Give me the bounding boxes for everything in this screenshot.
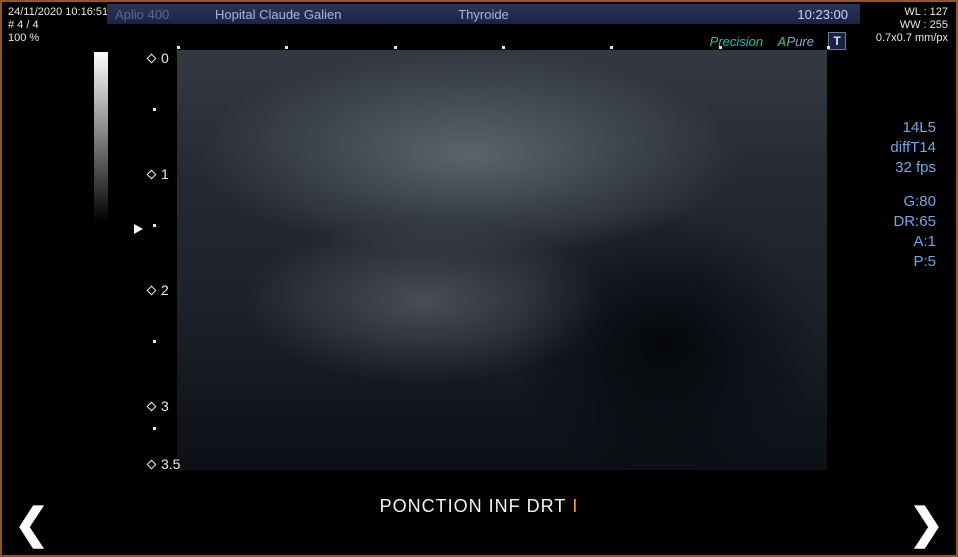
depth-minor-tick [153, 340, 156, 343]
window-level: WL : 127 [876, 6, 948, 19]
dynamic-range-label: DR:65 [890, 212, 936, 232]
p-label: P:5 [890, 252, 936, 272]
zoom-level: 100 % [8, 32, 157, 45]
top-tick [719, 46, 722, 49]
depth-minor-tick [153, 108, 156, 111]
depth-label: 3.5 [161, 456, 180, 472]
device-name: Aplio 400 [115, 7, 185, 22]
annotation-text: PONCTION INF DRTI [380, 496, 579, 517]
hospital-name: Hopital Claude Galien [215, 7, 341, 22]
meta-top-right: WL : 127 WW : 255 0.7x0.7 mm/px [876, 6, 948, 45]
top-tick [502, 46, 505, 49]
probe-label: 14L5 [890, 118, 936, 138]
next-image-button[interactable]: ❯ [909, 503, 944, 545]
depth-major-tick: 0 [148, 50, 169, 66]
pixel-spacing: 0.7x0.7 mm/px [876, 32, 948, 45]
top-tick [394, 46, 397, 49]
imaging-params: 14L5 diffT14 32 fps G:80 DR:65 A:1 P:5 [890, 118, 936, 272]
prev-image-button[interactable]: ❮ [14, 503, 49, 545]
diamond-icon [147, 401, 157, 411]
top-tick [827, 46, 830, 49]
depth-label: 1 [161, 166, 169, 182]
grayscale-bar-icon [94, 52, 108, 222]
depth-minor-tick [153, 427, 156, 430]
gain-label: G:80 [890, 192, 936, 212]
top-tick [610, 46, 613, 49]
depth-minor-tick [153, 224, 156, 227]
diamond-icon [147, 459, 157, 469]
text-cursor-icon: I [572, 496, 578, 516]
title-bar: Aplio 400 Hopital Claude Galien Thyroide… [107, 4, 860, 24]
ultrasound-image[interactable] [177, 50, 827, 470]
fps-label: 32 fps [890, 158, 936, 178]
depth-major-tick: 3.5 [148, 456, 180, 472]
top-ticks [177, 46, 827, 52]
depth-label: 3 [161, 398, 169, 414]
focus-arrow-icon [134, 224, 143, 234]
acquisition-time: 10:23:00 [797, 7, 848, 22]
depth-major-tick: 1 [148, 166, 169, 182]
t-badge-icon: T [828, 32, 846, 50]
top-tick [177, 46, 180, 49]
preset-label: diffT14 [890, 138, 936, 158]
diamond-icon [147, 285, 157, 295]
diamond-icon [147, 169, 157, 179]
a-label: A:1 [890, 232, 936, 252]
depth-label: 0 [161, 50, 169, 66]
depth-major-tick: 2 [148, 282, 169, 298]
depth-major-tick: 3 [148, 398, 169, 414]
diamond-icon [147, 53, 157, 63]
datetime-label: 24/11/2020 10:16:51 [8, 6, 108, 18]
exam-type: Thyroide [458, 7, 509, 22]
top-tick [285, 46, 288, 49]
window-width: WW : 255 [876, 19, 948, 32]
depth-label: 2 [161, 282, 169, 298]
